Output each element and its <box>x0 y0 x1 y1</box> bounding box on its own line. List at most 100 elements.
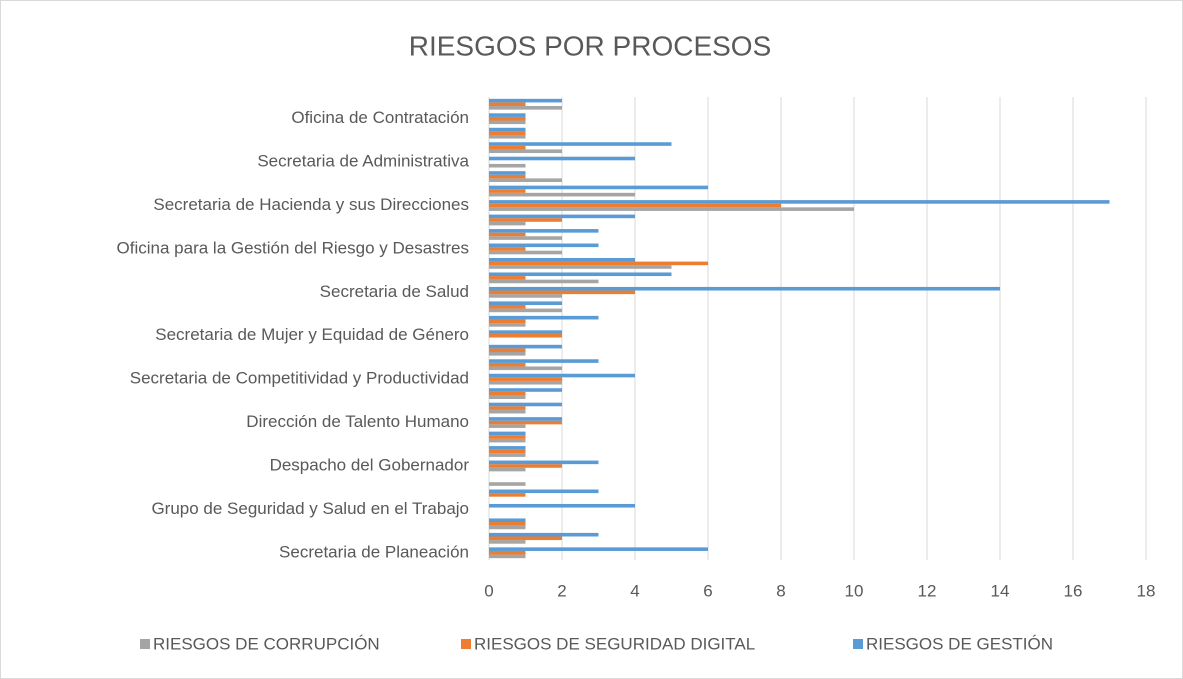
legend-label: RIESGOS DE SEGURIDAD DIGITAL <box>474 634 755 653</box>
legend-swatch <box>140 639 150 649</box>
bar <box>489 330 562 334</box>
bar <box>489 388 562 392</box>
bar <box>489 171 526 175</box>
bar <box>489 290 635 295</box>
bar <box>489 518 526 523</box>
bar <box>489 315 599 320</box>
bar <box>489 200 1110 204</box>
bar <box>489 286 1000 291</box>
bar <box>489 395 526 400</box>
y-tick-label: Dirección de Talento Humano <box>246 412 469 431</box>
legend-label: RIESGOS DE GESTIÓN <box>866 634 1053 653</box>
bar <box>489 261 708 266</box>
bar <box>489 192 635 197</box>
bar <box>489 554 526 559</box>
bar <box>489 348 526 353</box>
bar <box>489 532 599 537</box>
bar <box>489 276 526 280</box>
x-tick-label: 6 <box>703 581 712 600</box>
bar <box>489 131 526 135</box>
bar <box>489 250 562 255</box>
bar <box>489 417 562 421</box>
y-tick-label: Secretaria de Administrativa <box>257 152 469 171</box>
bar <box>489 116 526 121</box>
bar <box>489 449 526 454</box>
bar <box>489 203 781 208</box>
bar <box>489 232 526 237</box>
bar <box>489 366 562 371</box>
bar <box>489 272 672 277</box>
bar <box>489 435 526 439</box>
bar <box>489 265 672 269</box>
x-tick-label: 0 <box>484 581 493 600</box>
bar <box>489 207 854 211</box>
legend-swatch <box>853 639 863 649</box>
bar <box>489 149 562 154</box>
bar <box>489 420 562 425</box>
bar <box>489 446 526 450</box>
bar <box>489 134 526 139</box>
bar <box>489 362 526 367</box>
bar <box>489 406 526 410</box>
bar <box>489 493 526 497</box>
bar <box>489 323 526 327</box>
bar <box>489 189 526 193</box>
bar <box>489 142 672 146</box>
bar <box>489 156 635 161</box>
bar <box>489 120 526 125</box>
bar <box>489 424 526 428</box>
bar <box>489 247 526 251</box>
legend-swatch <box>461 639 471 649</box>
bar <box>489 178 562 182</box>
bar <box>489 333 562 338</box>
bar <box>489 102 526 107</box>
bar <box>489 464 562 468</box>
bar <box>489 489 599 494</box>
bar <box>489 377 562 381</box>
bar <box>489 431 526 436</box>
x-tick-label: 2 <box>557 581 566 600</box>
bar <box>489 185 708 190</box>
bar <box>489 467 526 472</box>
bar <box>489 482 526 486</box>
x-tick-label: 10 <box>845 581 864 600</box>
y-tick-label: Secretaria de Mujer y Equidad de Género <box>155 325 469 344</box>
bar <box>489 550 526 555</box>
bar <box>489 525 526 530</box>
bar <box>489 380 562 385</box>
bar <box>489 243 599 248</box>
x-tick-label: 14 <box>991 581 1010 600</box>
bar <box>489 344 562 349</box>
bar <box>489 106 562 110</box>
y-tick-label: Despacho del Gobernador <box>270 455 470 474</box>
x-tick-label: 16 <box>1064 581 1083 600</box>
y-tick-label: Secretaria de Competitividad y Productiv… <box>130 369 469 388</box>
y-tick-label: Secretaria de Planeación <box>279 542 469 561</box>
bar <box>489 294 562 298</box>
bar <box>489 460 599 465</box>
x-tick-label: 8 <box>776 581 785 600</box>
bar <box>489 319 526 324</box>
bar <box>489 402 562 407</box>
y-tick-label: Secretaria de Salud <box>320 282 469 301</box>
x-tick-label: 12 <box>918 581 937 600</box>
bar <box>489 145 526 150</box>
bar <box>489 229 599 233</box>
bar <box>489 409 526 414</box>
bar <box>489 98 562 103</box>
y-tick-label: Grupo de Seguridad y Salud en el Trabajo <box>151 499 469 518</box>
x-tick-label: 4 <box>630 581 639 600</box>
bar <box>489 438 526 443</box>
bar <box>489 218 562 222</box>
bar <box>489 352 526 356</box>
legend-label: RIESGOS DE CORRUPCIÓN <box>153 634 380 653</box>
y-tick-label: Secretaria de Hacienda y sus Direcciones <box>153 195 469 214</box>
bar <box>489 540 526 544</box>
bar <box>489 547 708 551</box>
bar <box>489 301 562 305</box>
bar <box>489 214 635 219</box>
bar <box>489 236 562 240</box>
bar <box>489 127 526 132</box>
